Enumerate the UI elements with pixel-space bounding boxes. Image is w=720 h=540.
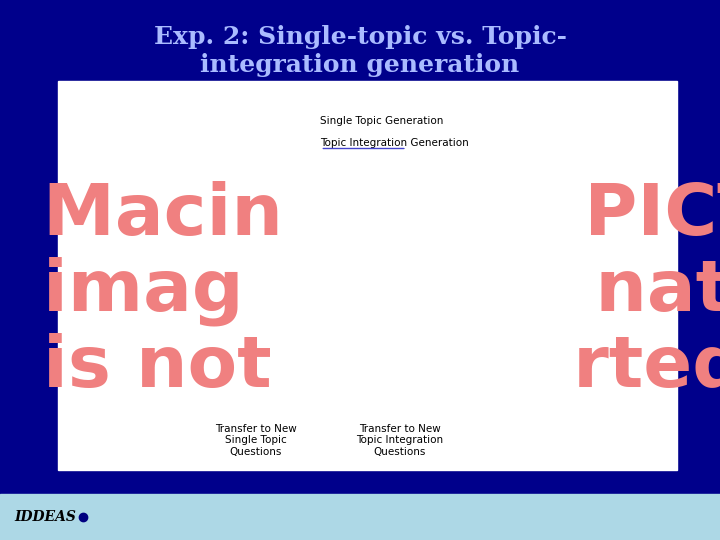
Text: Exp. 2: Single-topic vs. Topic-
integration generation: Exp. 2: Single-topic vs. Topic- integrat… [153,25,567,77]
Text: is not            rted: is not rted [43,333,720,402]
FancyBboxPatch shape [0,494,720,540]
Text: IDDEAS: IDDEAS [14,510,76,524]
Text: imag              nat: imag nat [43,257,720,326]
Text: Single Topic Generation: Single Topic Generation [320,117,444,126]
FancyBboxPatch shape [58,81,677,470]
Text: Transfer to New
Topic Integration
Questions: Transfer to New Topic Integration Questi… [356,423,444,457]
Text: Transfer to New
Single Topic
Questions: Transfer to New Single Topic Questions [215,423,297,457]
Text: Topic Integration Generation: Topic Integration Generation [320,138,469,148]
Text: Macin            PICT: Macin PICT [43,181,720,251]
